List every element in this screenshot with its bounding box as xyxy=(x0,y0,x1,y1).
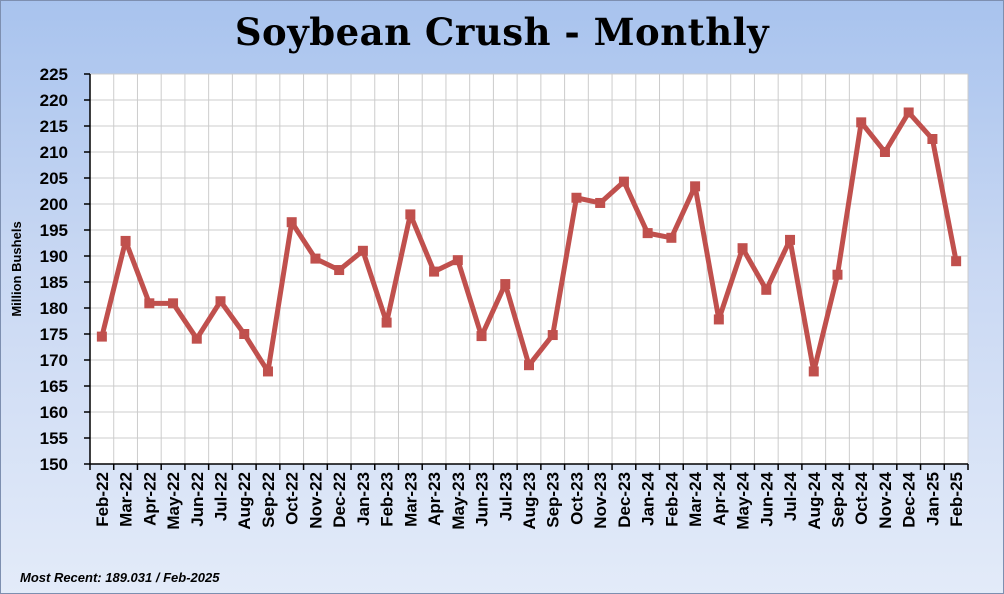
x-tick-label: May-24 xyxy=(734,471,753,529)
x-tick-label: Apr-23 xyxy=(425,472,444,526)
y-tick-label: 205 xyxy=(40,169,68,188)
data-point xyxy=(96,331,107,342)
y-tick-label: 180 xyxy=(40,299,68,318)
x-tick-label: Sep-23 xyxy=(544,472,563,528)
x-tick-label: Jan-23 xyxy=(354,472,373,526)
x-tick-label: Jun-24 xyxy=(757,471,776,526)
x-tick-label: Feb-23 xyxy=(378,472,397,527)
data-point xyxy=(690,181,701,192)
data-point xyxy=(262,366,273,377)
x-tick-label: Jul-23 xyxy=(496,472,515,521)
data-point xyxy=(737,243,748,254)
data-point xyxy=(120,235,131,246)
data-point xyxy=(785,234,796,245)
y-axis-label: Million Bushels xyxy=(9,221,24,316)
y-tick-label: 160 xyxy=(40,403,68,422)
data-point xyxy=(808,366,819,377)
x-tick-label: Mar-22 xyxy=(117,472,136,527)
x-tick-label: May-23 xyxy=(449,472,468,530)
plot-area xyxy=(90,74,968,464)
x-tick-label: Oct-23 xyxy=(567,472,586,525)
data-point xyxy=(405,209,416,220)
most-recent-date: / Feb-2025 xyxy=(155,570,220,585)
y-tick-label: 220 xyxy=(40,91,68,110)
x-tick-label: Sep-24 xyxy=(828,471,847,527)
y-tick-label: 170 xyxy=(40,351,68,370)
most-recent-label: Most Recent: xyxy=(20,570,102,585)
y-tick-label: 215 xyxy=(40,117,68,136)
y-tick-label: 175 xyxy=(40,325,68,344)
y-tick-label: 200 xyxy=(40,195,68,214)
data-point xyxy=(879,147,890,157)
most-recent-value: 189.031 xyxy=(105,570,153,585)
y-tick-label: 155 xyxy=(40,429,68,448)
chart-title: Soybean Crush - Monthly xyxy=(234,10,770,54)
data-point xyxy=(618,176,629,187)
data-point xyxy=(832,269,843,280)
x-tick-label: Feb-24 xyxy=(662,471,681,526)
x-tick-label: Dec-22 xyxy=(330,472,349,528)
data-point xyxy=(357,245,368,256)
data-point xyxy=(524,360,534,371)
x-tick-label: Nov-24 xyxy=(876,471,895,528)
y-tick-label: 185 xyxy=(40,273,68,292)
data-point xyxy=(500,279,511,290)
x-tick-label: Dec-24 xyxy=(900,471,919,527)
x-tick-label: Apr-22 xyxy=(140,472,159,526)
data-point xyxy=(927,134,938,144)
data-point xyxy=(713,314,724,325)
y-tick-label: 190 xyxy=(40,247,68,266)
x-tick-label: Nov-23 xyxy=(591,472,610,529)
x-tick-label: Nov-22 xyxy=(306,472,325,529)
data-point xyxy=(429,266,440,277)
y-tick-label: 210 xyxy=(40,143,68,162)
x-tick-label: Oct-24 xyxy=(852,471,871,524)
most-recent-footer: Most Recent: 189.031 / Feb-2025 xyxy=(20,570,219,585)
data-point xyxy=(191,333,202,344)
x-tick-label: Oct-22 xyxy=(283,472,302,525)
x-tick-label: Jun-23 xyxy=(473,472,492,527)
data-point xyxy=(286,217,297,228)
x-tick-label: Jun-22 xyxy=(188,472,207,527)
y-tick-label: 150 xyxy=(40,455,68,474)
data-point xyxy=(761,284,772,295)
data-point xyxy=(595,197,606,208)
data-point xyxy=(951,256,962,267)
x-tick-label: Dec-23 xyxy=(615,472,634,528)
x-tick-label: Mar-23 xyxy=(401,472,420,527)
data-point xyxy=(334,265,345,276)
data-point xyxy=(547,330,558,341)
x-tick-label: Jan-24 xyxy=(639,471,658,525)
data-point xyxy=(452,255,463,266)
y-tick-label: 225 xyxy=(40,65,68,84)
x-tick-label: Aug-23 xyxy=(520,472,539,530)
data-point xyxy=(310,253,321,264)
data-point xyxy=(903,107,914,118)
data-point xyxy=(381,317,392,328)
x-tick-label: Aug-24 xyxy=(805,471,824,529)
data-point xyxy=(215,296,226,307)
x-tick-label: May-22 xyxy=(164,472,183,530)
y-tick-label: 195 xyxy=(40,221,68,240)
data-point xyxy=(666,232,677,243)
x-tick-label: Apr-24 xyxy=(710,471,729,525)
x-tick-label: Jan-25 xyxy=(923,472,942,526)
x-tick-label: Feb-22 xyxy=(93,472,112,527)
x-tick-label: Mar-24 xyxy=(686,471,705,526)
x-tick-label: Sep-22 xyxy=(259,472,278,528)
data-point xyxy=(144,298,155,309)
data-point xyxy=(168,298,179,309)
data-point xyxy=(476,331,487,342)
x-tick-label: Jul-22 xyxy=(212,472,231,521)
data-point xyxy=(571,192,582,203)
x-tick-label: Feb-25 xyxy=(947,472,966,527)
data-point xyxy=(856,117,867,128)
data-point xyxy=(642,228,653,239)
y-tick-label: 165 xyxy=(40,377,68,396)
data-point xyxy=(239,329,250,339)
x-tick-label: Jul-24 xyxy=(781,471,800,521)
x-tick-label: Aug-22 xyxy=(235,472,254,530)
